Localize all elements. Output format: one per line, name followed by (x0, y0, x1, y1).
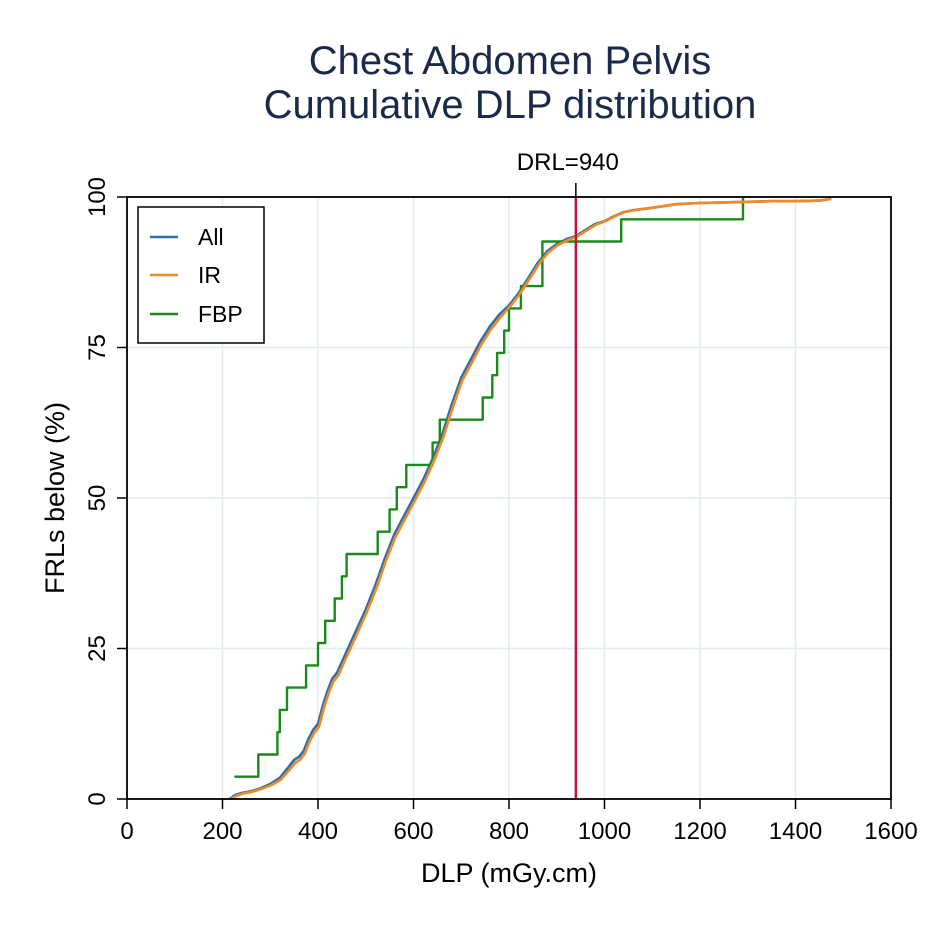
x-tick-label-1600: 1600 (864, 818, 917, 845)
drl-label: DRL=940 (517, 149, 619, 176)
x-tick-label-400: 400 (298, 818, 338, 845)
x-tick-label-1200: 1200 (673, 818, 726, 845)
chart-title-line-2: Cumulative DLP distribution (264, 83, 757, 127)
legend-label-all: All (198, 224, 224, 250)
series-line-ir (230, 197, 832, 801)
x-tick-label-800: 800 (489, 818, 529, 845)
chart-title-line-1: Chest Abdomen Pelvis (309, 39, 711, 83)
x-tick-label-1400: 1400 (769, 818, 822, 845)
x-tick-label-600: 600 (393, 818, 433, 845)
y-tick-label-100: 100 (84, 177, 111, 217)
legend-label-ir: IR (198, 262, 221, 288)
y-axis-title: FRLs below (%) (40, 402, 70, 594)
series-line-fbp (234, 197, 745, 778)
y-tick-label-75: 75 (84, 334, 111, 361)
x-tick-label-0: 0 (120, 818, 133, 845)
series-layer (228, 197, 832, 801)
x-tick-label-200: 200 (202, 818, 242, 845)
legend: All IR FBP (137, 206, 265, 344)
y-axis: 0 25 50 75 100 (84, 177, 127, 806)
y-tick-label-50: 50 (84, 485, 111, 512)
y-tick-label-25: 25 (84, 635, 111, 662)
legend-label-fbp: FBP (198, 301, 243, 327)
y-tick-label-0: 0 (84, 792, 111, 805)
x-tick-label-1000: 1000 (578, 818, 631, 845)
x-axis: 0 200 400 600 800 1000 1200 1400 1600 (120, 799, 918, 845)
x-axis-title: DLP (mGy.cm) (421, 858, 597, 888)
